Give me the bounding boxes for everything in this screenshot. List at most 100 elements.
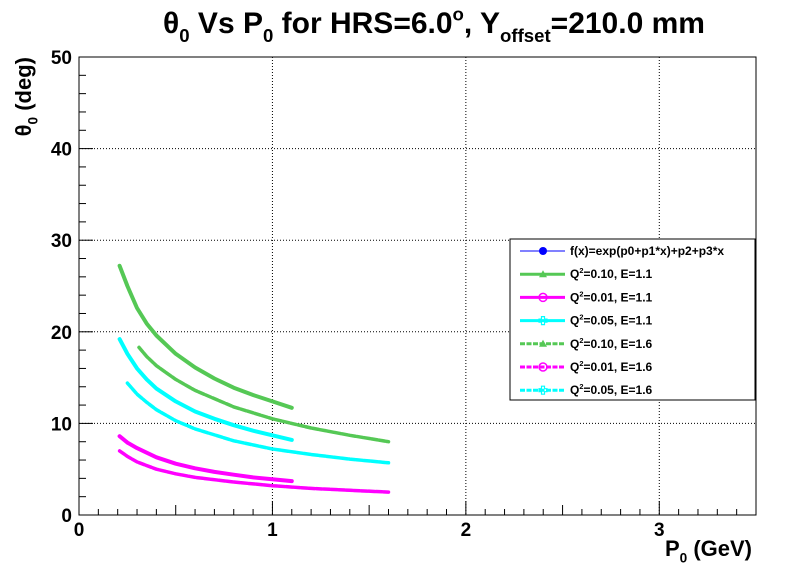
data-point [194,389,196,392]
data-point [232,406,235,408]
data-point [252,429,254,432]
series-line [137,345,391,444]
data-point [252,476,254,479]
data-point [136,393,138,395]
data-point [155,387,158,390]
data-point [290,480,293,482]
data-point [290,407,293,409]
legend-label: f(x)=exp(p0+p1*x)+p2+p3*x [570,244,724,258]
y-tick-label: 10 [51,414,72,435]
data-point [194,410,196,413]
data-point [126,382,129,384]
y-tick-label: 40 [51,140,72,161]
data-point [387,491,390,493]
plot-frame [78,56,757,516]
data-point [194,428,196,430]
data-point [232,424,235,427]
legend-label: Q2​=0.01, E=1.1 [570,289,653,304]
data-point [155,468,158,471]
data-point [118,265,121,267]
x-tick-label: 3 [654,520,665,541]
legend: f(x)=exp(p0+p1*x)+p2+p3*x Q2​=0.10, E=1.1… [509,238,756,401]
y-tick-label: 30 [51,231,72,252]
data-point [387,461,390,464]
x-tick-label: 1 [267,520,278,541]
y-tick-label: 20 [51,323,72,344]
data-point [174,352,177,355]
legend-marker-icon [538,316,548,326]
data-point [232,386,235,389]
data-point [155,456,158,459]
data-point [126,285,129,287]
data-point [290,439,293,441]
data-point [271,478,274,481]
data-point [136,307,138,309]
data-point [136,447,138,449]
legend-marker-icon [539,247,547,255]
legend-marker-icon [538,362,548,372]
data-point [174,400,177,403]
data-point [174,419,177,422]
data-point [145,355,148,358]
data-point [194,467,196,470]
legend-label: Q2​=0.05, E=1.6 [570,382,653,397]
legend-marker-icon [538,385,548,395]
titles: θ0​ Vs P0​ for HRS=6.0o​, Yoffset​=210.0… [11,3,752,565]
data-point [136,367,138,370]
data-point [194,476,196,479]
data-point [155,364,158,367]
legend-label: Q2​=0.10, E=1.1 [570,266,653,281]
data-point [126,441,129,444]
data-point [126,352,129,355]
data-point [118,338,121,340]
data-point [349,434,351,437]
data-point [145,378,148,381]
chart-title: θ0​ Vs P0​ for HRS=6.0o​, Yoffset​=210.0… [163,3,705,46]
legend-marker-icon [539,339,547,347]
data-point [138,346,140,349]
data-point [136,461,138,463]
series-line [117,263,294,410]
data-point [271,448,274,450]
legend-label: Q2​=0.05, E=1.1 [570,313,653,328]
data-point [126,455,129,458]
data-point [155,408,158,411]
data-point [174,462,177,465]
data-point [155,334,158,337]
data-point [349,489,351,492]
data-point [252,394,254,396]
y-axis-title: θ0​ (deg) [11,57,41,136]
y-tick-label: 0 [61,506,72,527]
data-point [232,481,235,483]
data-point [213,471,216,473]
legend-label: Q2​=0.10, E=1.6 [570,336,653,351]
x-tick-label: 0 [74,520,85,541]
data-point [213,377,216,380]
data-point [194,366,196,369]
data-point [174,472,177,475]
data-point [387,440,390,443]
data-point [349,458,351,460]
data-point [174,378,177,381]
data-point [271,484,274,487]
x-tick-label: 2 [461,520,472,541]
data-point [310,487,312,490]
data-point [271,400,274,403]
data-point [310,427,312,429]
data-point [213,418,216,420]
data-point [145,401,148,404]
data-point [232,473,235,476]
legend-label: Q2​=0.01, E=1.6 [570,359,653,374]
y-tick-label: 50 [51,48,72,69]
data-point [118,435,121,438]
data-point [310,453,312,456]
series-line [117,337,294,442]
data-point [145,322,148,325]
data-point [271,434,274,437]
data-point [232,440,235,442]
x-axis-title: P0​ (GeV) [665,536,752,566]
legend-marker-icon [539,270,547,278]
data-point [118,450,121,452]
